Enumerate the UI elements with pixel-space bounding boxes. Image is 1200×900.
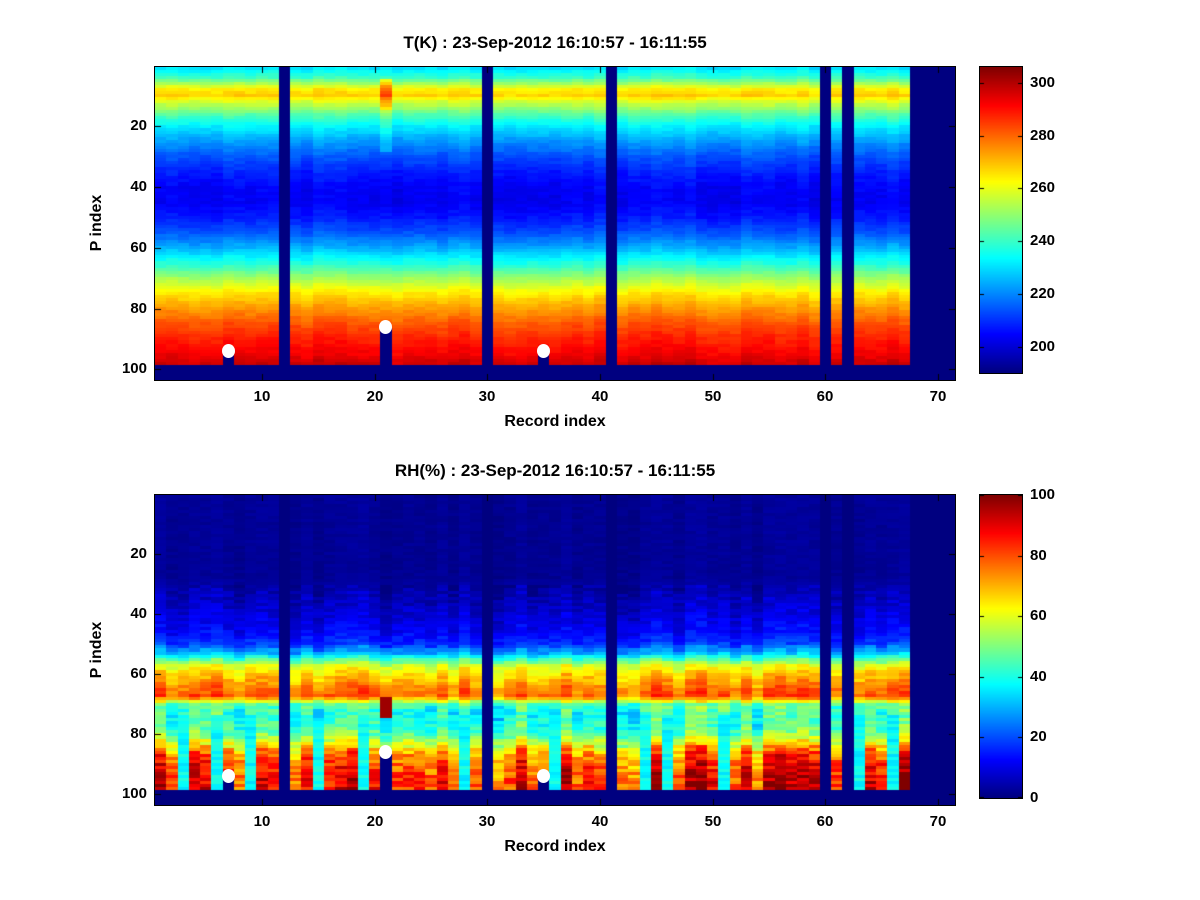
y-tick-label: 100 — [121, 785, 147, 802]
y-tick-label: 60 — [130, 665, 147, 682]
colorbar-tick-label: 80 — [1030, 547, 1047, 564]
y-tick-label: 20 — [130, 545, 147, 562]
y-tick-label: 40 — [130, 178, 147, 195]
t-heatmap-canvas — [154, 66, 956, 381]
t-x-axis-label: Record index — [504, 413, 606, 430]
x-tick-label: 60 — [816, 813, 834, 830]
colorbar-tick-label: 260 — [1030, 179, 1056, 196]
surface-marker-dot — [537, 344, 550, 358]
y-tick-label: 80 — [130, 300, 147, 317]
x-tick-label: 30 — [478, 813, 496, 830]
colorbar-tick-label: 40 — [1030, 668, 1047, 685]
t-plot-title: T(K) : 23-Sep-2012 16:10:57 - 16:11:55 — [403, 33, 707, 52]
surface-marker-dot — [222, 344, 235, 358]
x-tick-label: 10 — [253, 388, 271, 405]
rh-plot-title: RH(%) : 23-Sep-2012 16:10:57 - 16:11:55 — [394, 461, 716, 480]
y-tick-label: 60 — [130, 239, 147, 256]
surface-marker-dot — [537, 769, 550, 783]
t-colorbar-canvas — [979, 66, 1023, 374]
x-tick-label: 50 — [704, 813, 722, 830]
surface-marker-dot — [379, 320, 392, 334]
x-tick-label: 70 — [929, 813, 947, 830]
colorbar-tick-label: 300 — [1030, 74, 1056, 91]
colorbar-tick-label: 200 — [1030, 338, 1056, 355]
x-tick-label: 70 — [929, 388, 947, 405]
rh-colorbar-canvas — [979, 494, 1023, 799]
x-tick-label: 60 — [816, 388, 834, 405]
x-tick-label: 30 — [478, 388, 496, 405]
surface-marker-dot — [379, 745, 392, 759]
colorbar-tick-label: 220 — [1030, 285, 1056, 302]
y-tick-label: 40 — [130, 605, 147, 622]
x-tick-label: 20 — [366, 388, 384, 405]
colorbar-tick-label: 0 — [1030, 789, 1039, 806]
x-tick-label: 40 — [591, 388, 609, 405]
x-tick-label: 40 — [591, 813, 609, 830]
rh-x-axis-label: Record index — [504, 838, 606, 855]
colorbar-tick-label: 60 — [1030, 607, 1047, 624]
y-tick-label: 100 — [121, 360, 147, 377]
colorbar-tick-label: 20 — [1030, 728, 1047, 745]
x-tick-label: 20 — [366, 813, 384, 830]
surface-marker-dot — [222, 769, 235, 783]
colorbar-tick-label: 240 — [1030, 232, 1056, 249]
rh-heatmap-canvas — [154, 494, 956, 806]
x-tick-label: 50 — [704, 388, 722, 405]
colorbar-tick-label: 100 — [1030, 486, 1056, 503]
colorbar-tick-label: 280 — [1030, 127, 1056, 144]
y-tick-label: 20 — [130, 117, 147, 134]
x-tick-label: 10 — [253, 813, 271, 830]
y-tick-label: 80 — [130, 725, 147, 742]
